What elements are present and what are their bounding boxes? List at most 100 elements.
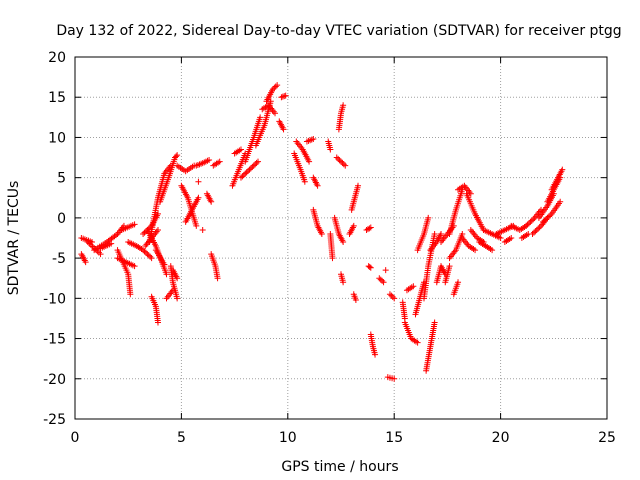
y-tick-label: 0: [57, 211, 66, 227]
data-point: [237, 174, 244, 181]
data-point: [163, 271, 170, 278]
data-point: [367, 264, 374, 271]
x-axis-label: GPS time / hours: [281, 459, 398, 475]
data-point: [431, 319, 438, 326]
data-point: [329, 255, 336, 262]
data-point: [154, 210, 161, 217]
data-point: [389, 293, 396, 300]
data-point: [380, 279, 387, 286]
data-point: [271, 84, 278, 91]
data-point: [532, 228, 539, 235]
data-points: [78, 82, 566, 382]
data-point: [131, 221, 138, 228]
data-point: [195, 178, 202, 185]
data-point: [173, 153, 180, 160]
data-point: [410, 283, 417, 290]
data-point: [246, 166, 253, 173]
data-point: [147, 253, 154, 260]
data-point: [108, 240, 115, 247]
x-tick-label: 5: [177, 430, 186, 446]
data-point: [250, 162, 257, 169]
data-point: [508, 235, 515, 241]
data-point: [333, 154, 340, 161]
data-point: [455, 279, 462, 286]
data-point: [386, 291, 393, 298]
data-point: [269, 86, 276, 93]
x-tick-label: 15: [385, 430, 403, 446]
data-point: [216, 158, 223, 165]
data-point: [342, 162, 349, 169]
data-point: [174, 152, 181, 159]
y-tick-label: -25: [43, 412, 66, 428]
data-point: [97, 251, 104, 258]
data-point: [388, 292, 395, 299]
data-point: [141, 229, 148, 236]
data-point: [301, 178, 308, 185]
data-point: [214, 275, 221, 282]
data-point: [327, 146, 334, 153]
data-point: [545, 213, 552, 220]
data-point: [240, 171, 247, 178]
x-tick-label: 20: [492, 430, 510, 446]
data-point: [154, 319, 161, 326]
data-point: [529, 230, 536, 237]
data-point: [472, 247, 479, 254]
y-tick-label: -15: [43, 332, 66, 348]
data-point: [82, 259, 89, 266]
data-point: [237, 146, 244, 153]
data-point: [528, 217, 535, 224]
data-point: [282, 92, 289, 99]
data-point: [350, 222, 357, 229]
data-point: [379, 277, 386, 284]
data-point: [557, 198, 564, 205]
y-axis-ticks: -25 -20 -15 -10 -5 0 5 10 15 20: [43, 50, 607, 428]
data-point: [195, 194, 202, 201]
data-point: [253, 159, 260, 166]
data-point: [140, 247, 147, 254]
data-point: [352, 296, 359, 303]
data-point: [252, 161, 259, 168]
data-point: [497, 235, 504, 241]
data-point: [247, 165, 254, 172]
data-point: [438, 230, 445, 237]
data-point: [281, 93, 288, 100]
x-tick-label: 25: [598, 430, 616, 446]
data-point: [154, 226, 161, 233]
data-point: [376, 275, 383, 282]
data-point: [541, 217, 548, 224]
data-point: [174, 275, 181, 282]
data-point: [391, 295, 398, 302]
data-point: [127, 291, 134, 298]
data-point: [161, 261, 168, 268]
plot-frame: [74, 56, 608, 420]
data-point: [414, 339, 421, 346]
data-point: [174, 295, 181, 302]
data-point: [142, 249, 149, 256]
x-axis-ticks: 0 5 10 15 20 25: [71, 57, 616, 446]
data-point: [530, 229, 537, 236]
y-tick-label: 10: [48, 130, 66, 146]
data-point: [425, 214, 432, 221]
data-point: [340, 161, 347, 168]
data-point: [131, 263, 138, 270]
data-point: [306, 158, 313, 165]
data-point: [524, 221, 531, 228]
data-point: [540, 218, 547, 225]
x-tick-label: 10: [279, 430, 297, 446]
data-point: [145, 252, 152, 259]
data-point: [533, 226, 540, 233]
data-point: [366, 263, 373, 270]
x-tick-label: 0: [71, 430, 80, 446]
data-point: [544, 214, 551, 221]
data-point: [536, 224, 543, 231]
data-point: [391, 375, 398, 382]
data-point: [255, 158, 262, 165]
y-tick-label: -10: [43, 291, 66, 307]
y-tick-label: 20: [48, 50, 66, 66]
data-point: [242, 170, 249, 177]
data-point: [206, 156, 213, 163]
data-point: [274, 82, 281, 89]
data-point: [527, 218, 534, 225]
data-point: [245, 167, 252, 174]
data-point: [144, 251, 151, 258]
